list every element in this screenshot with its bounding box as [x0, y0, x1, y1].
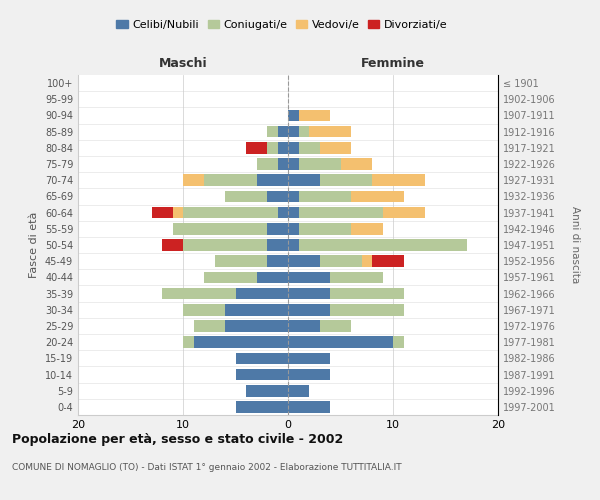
Bar	[330, 304, 404, 316]
Bar	[299, 110, 330, 122]
Y-axis label: Anni di nascita: Anni di nascita	[569, 206, 580, 284]
Bar	[320, 256, 361, 267]
Bar	[246, 142, 267, 154]
Bar	[193, 320, 225, 332]
Bar	[173, 207, 183, 218]
Bar	[288, 190, 299, 202]
Bar	[299, 207, 383, 218]
Bar	[173, 223, 267, 234]
Bar	[267, 190, 288, 202]
Bar	[393, 336, 404, 348]
Bar	[288, 401, 330, 412]
Bar	[257, 174, 288, 186]
Bar	[330, 272, 383, 283]
Bar	[183, 174, 204, 186]
Bar	[288, 223, 299, 234]
Bar	[183, 207, 277, 218]
Bar	[267, 142, 277, 154]
Bar	[351, 223, 383, 234]
Bar	[383, 207, 425, 218]
Bar	[309, 126, 351, 138]
Bar	[246, 385, 288, 396]
Bar	[372, 256, 404, 267]
Bar	[204, 272, 257, 283]
Bar	[330, 288, 404, 300]
Bar	[288, 239, 299, 251]
Bar	[320, 320, 351, 332]
Bar	[162, 239, 183, 251]
Bar	[299, 142, 320, 154]
Bar	[288, 385, 309, 396]
Bar	[235, 368, 288, 380]
Bar	[288, 174, 320, 186]
Text: Popolazione per età, sesso e stato civile - 2002: Popolazione per età, sesso e stato civil…	[12, 432, 343, 446]
Bar	[277, 158, 288, 170]
Text: Femmine: Femmine	[361, 57, 425, 70]
Bar	[372, 174, 425, 186]
Bar	[257, 158, 277, 170]
Bar	[267, 239, 288, 251]
Bar	[267, 256, 288, 267]
Y-axis label: Fasce di età: Fasce di età	[29, 212, 39, 278]
Bar	[299, 126, 309, 138]
Bar	[288, 158, 299, 170]
Bar	[235, 288, 288, 300]
Bar	[267, 223, 288, 234]
Bar	[235, 401, 288, 412]
Bar	[183, 304, 225, 316]
Bar	[183, 336, 193, 348]
Bar	[320, 174, 372, 186]
Bar	[225, 320, 288, 332]
Bar	[288, 336, 393, 348]
Bar	[299, 239, 467, 251]
Bar	[288, 368, 330, 380]
Bar	[299, 158, 341, 170]
Bar	[288, 320, 320, 332]
Bar	[193, 336, 288, 348]
Bar	[361, 256, 372, 267]
Bar	[235, 352, 288, 364]
Bar	[288, 142, 299, 154]
Bar	[277, 207, 288, 218]
Bar	[288, 304, 330, 316]
Bar	[288, 110, 299, 122]
Bar	[351, 190, 404, 202]
Bar	[151, 207, 173, 218]
Bar	[288, 352, 330, 364]
Bar	[288, 272, 330, 283]
Bar	[257, 272, 288, 283]
Bar	[204, 174, 257, 186]
Bar	[288, 256, 320, 267]
Bar	[277, 142, 288, 154]
Text: Maschi: Maschi	[158, 57, 208, 70]
Bar	[277, 126, 288, 138]
Bar	[288, 288, 330, 300]
Bar	[183, 239, 267, 251]
Bar	[267, 126, 277, 138]
Bar	[299, 223, 351, 234]
Bar	[225, 190, 267, 202]
Bar	[341, 158, 372, 170]
Bar	[288, 126, 299, 138]
Bar	[162, 288, 235, 300]
Legend: Celibi/Nubili, Coniugati/e, Vedovi/e, Divorziati/e: Celibi/Nubili, Coniugati/e, Vedovi/e, Di…	[112, 16, 452, 34]
Text: COMUNE DI NOMAGLIO (TO) - Dati ISTAT 1° gennaio 2002 - Elaborazione TUTTITALIA.I: COMUNE DI NOMAGLIO (TO) - Dati ISTAT 1° …	[12, 462, 401, 471]
Bar	[299, 190, 351, 202]
Bar	[288, 207, 299, 218]
Bar	[225, 304, 288, 316]
Bar	[320, 142, 351, 154]
Bar	[215, 256, 267, 267]
